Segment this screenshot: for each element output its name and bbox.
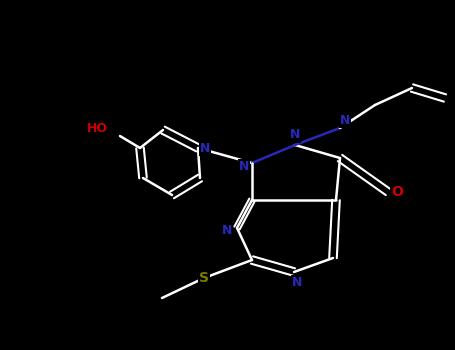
Text: S: S — [199, 271, 209, 285]
Text: HO: HO — [87, 121, 108, 134]
Text: N: N — [292, 275, 302, 288]
Text: O: O — [391, 185, 403, 199]
Text: N: N — [340, 113, 350, 126]
Text: N: N — [222, 224, 232, 238]
Text: N: N — [200, 141, 210, 154]
Text: N: N — [239, 160, 249, 173]
Text: N: N — [290, 128, 300, 141]
